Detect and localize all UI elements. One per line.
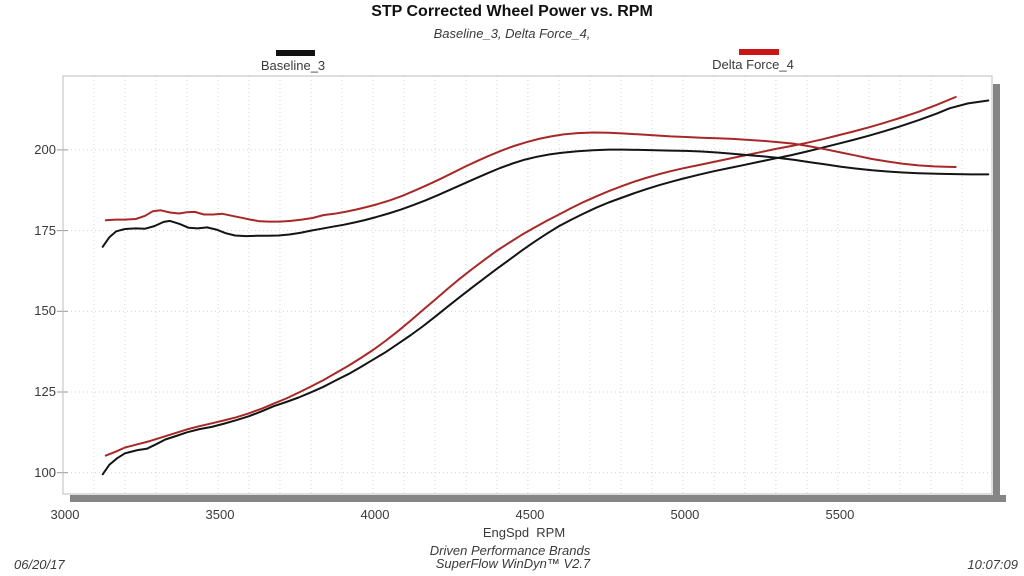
x-tick-label: 3000 [50,507,80,522]
curve-delta-upper [104,131,957,223]
x-tick-label: 4000 [360,507,390,522]
footer-brand-line: Driven Performance Brands [429,543,591,558]
curve-baseline-power [101,99,990,476]
footer-date: 06/20/17 [14,557,65,572]
y-tick-label: 200 [34,141,56,157]
curve-delta-power [104,96,957,457]
curve-baseline-upper [101,148,990,248]
x-tick-label: 3500 [205,507,235,522]
x-tick-label: 4500 [515,507,545,522]
x-tick-label: 5000 [670,507,700,522]
y-tick-label: 150 [34,303,56,319]
legend-swatch-baseline-icon [276,50,315,56]
page-title: STP Corrected Wheel Power vs. RPM [371,3,653,20]
footer-software-line: SuperFlow WinDyn™ V2.7 [435,556,591,571]
y-tick-label: 175 [34,222,56,238]
vertical-scrollbar[interactable] [993,84,1000,501]
y-tick-label: 100 [34,464,56,480]
legend-label-baseline: Baseline_3 [260,58,326,73]
y-tick-label: 125 [34,384,56,399]
footer-time: 10:07:09 [967,557,1018,572]
legend-swatch-delta-icon [739,49,779,55]
plot-border [62,75,993,495]
legend-label-delta: Delta Force_4 [712,57,794,72]
x-tick-label: 5500 [825,507,855,522]
x-axis-title: EngSpd RPM [482,525,566,540]
chart-subtitle: Baseline_3, Delta Force_4, [433,26,591,41]
horizontal-scrollbar[interactable] [70,495,1006,502]
